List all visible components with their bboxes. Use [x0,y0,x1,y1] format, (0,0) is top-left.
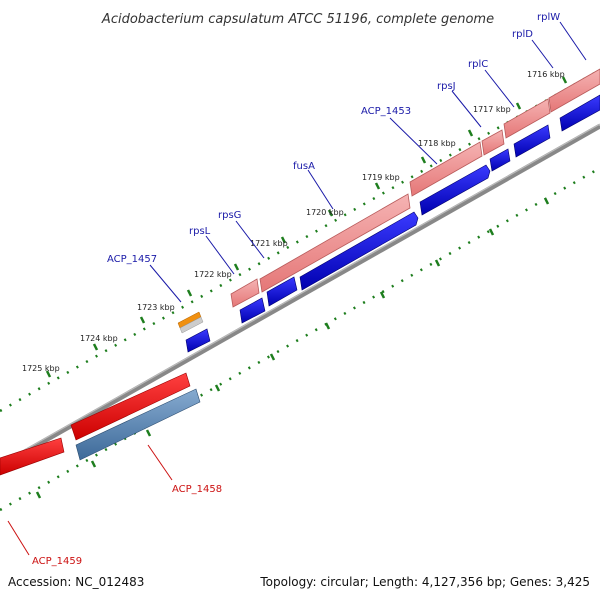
feature-blue-4 [419,164,491,216]
tick-label-1725: 1725 kbp [22,364,60,373]
gene-label-rplD: rplD [512,29,533,40]
reverse-cds-track [0,372,201,476]
cds-rpsL [230,278,260,308]
feature-blue-7 [239,297,266,324]
gene-labels: rplW rplD rplC rpsJ ACP_1453 fusA rpsG r… [32,12,560,567]
blue-feature-track [185,94,600,353]
gene-label-ACP_1453: ACP_1453 [361,106,411,117]
label-connectors [7,21,587,556]
cds-small-1 [481,129,505,156]
gene-label-ACP_1458: ACP_1458 [172,484,222,495]
gene-label-rpsG: rpsG [218,210,241,221]
cds-rpsG-rpsL [259,193,411,293]
cds-ACP_1458-steel [75,388,201,461]
cds-ACP_1458-red [70,372,191,441]
cds-rplC-rpsJ [503,98,551,139]
feature-blue-2 [513,124,551,158]
tick-label-1723: 1723 kbp [137,303,175,312]
tick-label-1722: 1722 kbp [194,270,232,279]
cds-fusA [409,141,483,197]
tick-label-1717: 1717 kbp [473,105,511,114]
lower-major-ticks [35,197,550,499]
upper-major-ticks [45,76,568,378]
forward-cds-track [230,68,600,308]
feature-blue-3 [489,148,511,172]
topology-label: Topology: circular; Length: 4,127,356 bp… [259,575,590,589]
gene-label-fusA: fusA [293,161,315,172]
gene-label-rplW: rplW [537,12,560,23]
feature-blue-1 [559,94,600,132]
cds-ACP_1459-red [0,437,65,476]
tick-label-1724: 1724 kbp [80,334,118,343]
map-title: Acidobacterium capsulatum ATCC 51196, co… [101,12,494,27]
cds-rplW-rplD [548,68,600,113]
gene-label-rpsJ: rpsJ [437,81,456,92]
acp1457-feature [177,311,204,334]
tick-label-1721: 1721 kbp [250,239,288,248]
tick-label-1718: 1718 kbp [418,139,456,148]
tick-label-1720: 1720 kbp [306,208,344,217]
gene-label-rpsL: rpsL [189,226,211,237]
tick-label-1719: 1719 kbp [362,173,400,182]
feature-blue-5 [299,211,419,291]
tick-label-1716: 1716 kbp [527,70,565,79]
accession-label: Accession: NC_012483 [8,575,144,589]
kbp-labels: 1716 kbp 1717 kbp 1718 kbp 1719 kbp 1720… [22,70,565,373]
gene-label-rplC: rplC [468,59,488,70]
feature-blue-8 [185,328,211,353]
feature-blue-6 [266,276,298,307]
genome-backbone [0,123,600,469]
gene-label-ACP_1459: ACP_1459 [32,556,82,567]
gene-label-ACP_1457: ACP_1457 [107,254,157,265]
